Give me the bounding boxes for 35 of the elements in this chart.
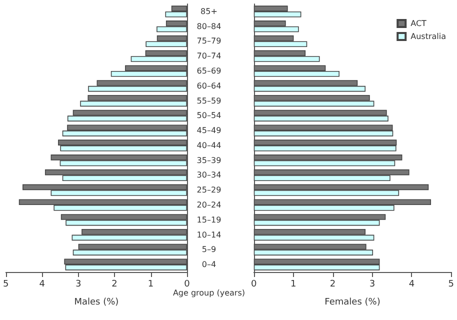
y-tick-label: 25–29: [196, 186, 222, 195]
x-tick-label: 3: [75, 280, 82, 290]
x-tick-label: 5: [448, 280, 454, 290]
x-tick-label: 5: [2, 280, 9, 290]
y-tick-label: 85+: [200, 6, 218, 16]
legend-label: ACT: [410, 19, 427, 28]
x-tick-label: 0: [184, 280, 190, 290]
y-tick-label: 45–49: [196, 126, 222, 136]
y-tick-label: 5–9: [202, 245, 216, 254]
y-tick-label: 40–44: [196, 140, 222, 150]
x-tick-label: 2: [330, 280, 336, 290]
y-tick-label: 50–54: [196, 111, 222, 120]
x-tick-label: 1: [290, 280, 296, 290]
x-axis-title: Females (%): [324, 298, 380, 308]
y-tick-label: 75–79: [196, 36, 222, 46]
x-tick-label: 4: [39, 280, 46, 290]
y-tick-label: 15–19: [196, 215, 222, 224]
x-tick-label: 0: [250, 280, 257, 290]
y-tick-label: 35–39: [196, 156, 222, 165]
y-tick-label: 70–74: [196, 52, 222, 61]
y-tick-label: 20–24: [196, 200, 222, 210]
y-tick-label: 0–4: [202, 260, 216, 270]
x-tick-label: 3: [369, 280, 376, 290]
legend-label: Australia: [410, 32, 446, 41]
y-tick-label: 30–34: [196, 170, 222, 180]
x-tick-label: 2: [112, 280, 118, 290]
x-tick-label: 1: [148, 280, 154, 290]
y-tick-label: 80–84: [196, 22, 222, 31]
y-tick-label: 60–64: [196, 81, 222, 90]
x-axis-title: Males (%): [74, 298, 119, 308]
x-tick-label: 4: [408, 280, 415, 290]
y-tick-label: 65–69: [196, 66, 222, 76]
y-tick-label: 55–59: [196, 96, 222, 106]
y-axis-title: Age group (years): [172, 288, 246, 298]
y-tick-label: 10–14: [196, 230, 222, 240]
